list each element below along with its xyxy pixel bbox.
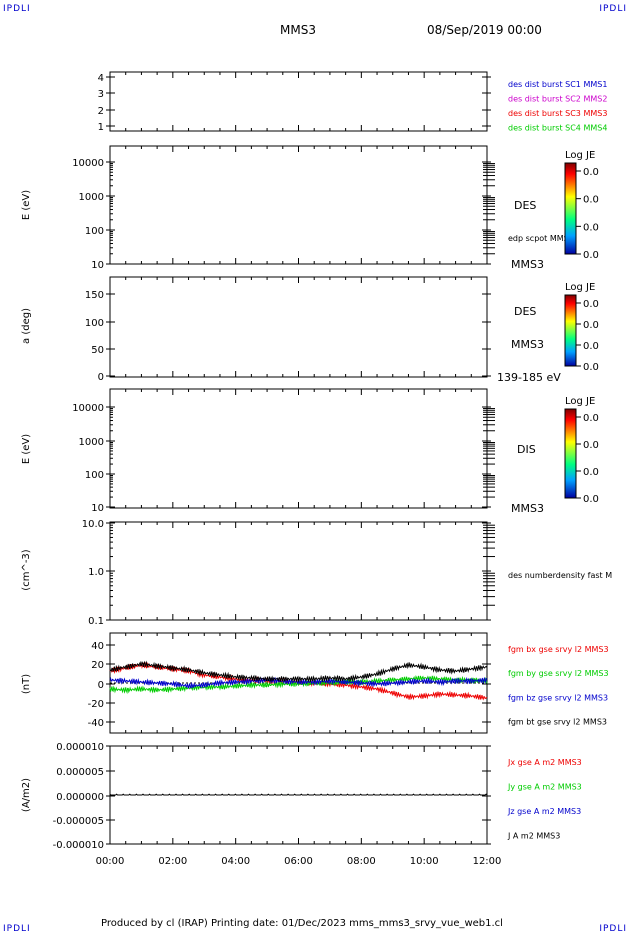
y-tick-label: -0.000005 <box>53 816 104 827</box>
colorbar-tick-label: 0.0 <box>583 413 599 424</box>
legend-entry: fgm bt gse srvy l2 MMS3 <box>508 718 607 727</box>
x-tick-label: 12:00 <box>473 856 502 867</box>
legend-entry: fgm bz gse srvy l2 MMS3 <box>508 693 608 702</box>
colorbar <box>564 162 577 255</box>
y-tick-label: 0.000010 <box>56 742 104 753</box>
y-tick-label: -40 <box>88 718 104 729</box>
legend-entry: des dist burst SC4 MMS4 <box>508 124 607 133</box>
y-tick-label: 4 <box>98 73 104 84</box>
legend-entry: fgm bx gse srvy l2 MMS3 <box>508 645 609 654</box>
colorbar-tick-label: 0.0 <box>583 362 599 373</box>
series-line-bt <box>109 660 488 683</box>
panel-frame-3 <box>109 276 488 378</box>
corner-label-bottom-left: IPDLI <box>3 924 31 934</box>
side-label: MMS3 <box>511 502 544 515</box>
side-label: DIS <box>517 443 536 456</box>
colorbar-tick-label: 0.0 <box>583 440 599 451</box>
legend-entry: des dist burst SC2 MMS2 <box>508 95 607 104</box>
colorbar-tick-label: 0.0 <box>583 320 599 331</box>
side-label: MMS3 <box>511 258 544 271</box>
y-tick-label: 1.0 <box>88 567 104 578</box>
x-tick-label: 04:00 <box>221 856 250 867</box>
spacecraft-title: MMS3 <box>280 23 316 37</box>
colorbar-tick-label: 0.0 <box>583 341 599 352</box>
y-tick-label: 150 <box>85 290 104 301</box>
colorbar <box>564 408 577 499</box>
y-tick-label: 1 <box>98 122 104 133</box>
colorbar-title: Log JE <box>565 396 595 407</box>
legend-entry: Jx gse A m2 MMS3 <box>507 758 582 767</box>
legend-entry: Jy gse A m2 MMS3 <box>507 783 582 792</box>
y-tick-label: 1000 <box>79 437 104 448</box>
x-tick-label: 02:00 <box>158 856 187 867</box>
colorbar-tick-label: 0.0 <box>583 167 599 178</box>
legend-entry: des dist burst SC3 MMS3 <box>508 109 607 118</box>
y-tick-label: 0.000005 <box>56 767 104 778</box>
y-tick-label: 100 <box>85 470 104 481</box>
x-tick-label: 10:00 <box>410 856 439 867</box>
date-title: 08/Sep/2019 00:00 <box>427 23 542 37</box>
colorbar-title: Log JE <box>565 282 595 293</box>
side-label: edp scpot MMS3 <box>508 234 574 243</box>
side-label: MMS3 <box>511 338 544 351</box>
y-axis-label: E (eV) <box>21 190 32 220</box>
colorbar-tick-label: 0.0 <box>583 467 599 478</box>
colorbar-tick-label: 0.0 <box>583 222 599 233</box>
y-tick-label: 0.1 <box>88 616 104 627</box>
y-tick-label: 100 <box>85 226 104 237</box>
colorbar-tick-label: 0.0 <box>583 195 599 206</box>
y-tick-label: 1000 <box>79 192 104 203</box>
legend-entry: J A m2 MMS3 <box>507 832 560 841</box>
y-tick-label: 10000 <box>72 158 104 169</box>
y-tick-label: -20 <box>88 699 104 710</box>
y-tick-label: 10 <box>91 503 104 514</box>
side-label: DES <box>514 199 536 212</box>
legend-entry: Jz gse A m2 MMS3 <box>507 807 581 816</box>
y-axis-label: (A/m2) <box>21 778 32 812</box>
footer-credit: Produced by cl (IRAP) Printing date: 01/… <box>101 918 503 929</box>
colorbar-title: Log JE <box>565 150 595 161</box>
y-tick-label: 0 <box>98 680 104 691</box>
y-axis-label: (cm^-3) <box>21 549 32 590</box>
y-axis-label: (nT) <box>21 674 32 694</box>
colorbar-tick-label: 0.0 <box>583 494 599 505</box>
side-label: DES <box>514 305 536 318</box>
colorbar-tick-label: 0.0 <box>583 299 599 310</box>
x-tick-label: 06:00 <box>284 856 313 867</box>
y-tick-label: 10 <box>91 260 104 271</box>
legend-entry: des numberdensity fast M <box>508 571 612 580</box>
y-tick-label: 20 <box>91 660 104 671</box>
y-tick-label: 2 <box>98 106 104 117</box>
y-tick-label: 100 <box>85 318 104 329</box>
panel-frame-1 <box>109 71 488 132</box>
side-label: 139-185 eV <box>497 371 561 384</box>
legend-entry: des dist burst SC1 MMS1 <box>508 80 607 89</box>
corner-label-top-left: IPDLI <box>3 4 31 14</box>
y-tick-label: 50 <box>91 345 104 356</box>
panel-frame-2 <box>109 145 488 265</box>
x-tick-label: 08:00 <box>347 856 376 867</box>
y-tick-label: 0.000000 <box>56 792 104 803</box>
y-axis-label: a (deg) <box>21 308 32 344</box>
y-tick-label: 10.0 <box>82 519 104 530</box>
corner-label-top-right: IPDLI <box>599 4 627 14</box>
y-tick-label: 10000 <box>72 403 104 414</box>
x-tick-label: 00:00 <box>96 856 125 867</box>
corner-label-bottom-right: IPDLI <box>599 924 627 934</box>
y-tick-label: 40 <box>91 641 104 652</box>
y-axis-label: E (eV) <box>21 434 32 464</box>
y-tick-label: 0 <box>98 372 104 383</box>
colorbar-tick-label: 0.0 <box>583 250 599 261</box>
series-line-J <box>109 793 488 796</box>
colorbar <box>564 294 577 367</box>
y-tick-label: -0.000010 <box>53 840 104 851</box>
panel-frame-4 <box>109 388 488 509</box>
y-tick-label: 3 <box>98 89 104 100</box>
legend-entry: fgm by gse srvy l2 MMS3 <box>508 669 609 678</box>
panel-frame-5 <box>109 521 488 621</box>
